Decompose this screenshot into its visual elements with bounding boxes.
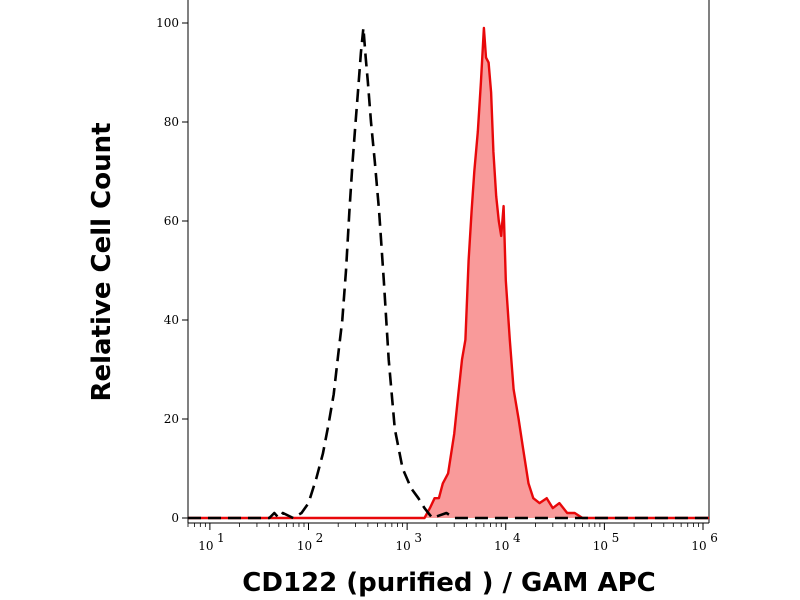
series-layer [188, 26, 709, 520]
x-tick-label: 10 [593, 539, 608, 553]
plot-frame [187, 0, 710, 524]
x-tick-exponent: 4 [513, 531, 521, 545]
x-tick-exponent: 2 [316, 531, 324, 545]
tick-layer: 0 20 40 60 80 100 10 1 10 2 10 3 10 4 10 5 10 6 [156, 16, 718, 553]
control-histogram-line [188, 26, 709, 520]
x-tick-exponent: 1 [217, 531, 225, 545]
y-tick-label: 80 [164, 115, 179, 129]
y-axis-title: Relative Cell Count [87, 122, 117, 401]
y-tick-label: 40 [164, 313, 179, 327]
x-tick-label: 10 [297, 539, 312, 553]
x-tick-exponent: 6 [710, 531, 718, 545]
y-tick-label: 60 [164, 214, 179, 228]
x-tick-label: 10 [691, 539, 706, 553]
y-tick-label: 20 [164, 412, 179, 426]
y-tick-label: 100 [156, 16, 179, 30]
x-axis-title: CD122 (purified ) / GAM APC [242, 568, 655, 598]
x-tick-exponent: 3 [414, 531, 422, 545]
stained-histogram-line [188, 26, 709, 520]
y-tick-label: 0 [171, 511, 179, 525]
x-tick-label: 10 [198, 539, 213, 553]
series-area-fill-0 [188, 27, 709, 519]
x-tick-label: 10 [395, 539, 410, 553]
x-tick-exponent: 5 [612, 531, 620, 545]
x-tick-label: 10 [494, 539, 509, 553]
